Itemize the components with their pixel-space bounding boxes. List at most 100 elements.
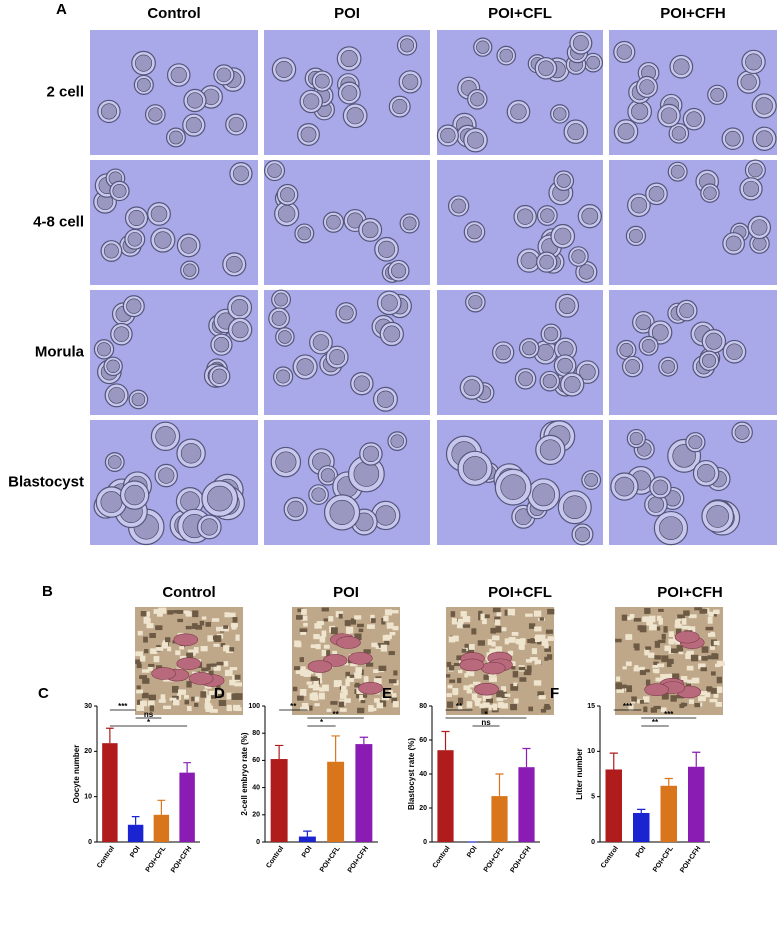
embryo-core <box>361 221 379 239</box>
bedding <box>713 640 720 646</box>
bedding <box>220 643 226 647</box>
bedding <box>392 626 399 631</box>
bedding <box>457 669 463 674</box>
embryo-core <box>706 505 730 528</box>
significance-label: * <box>147 718 151 727</box>
embryo-core <box>353 461 380 487</box>
bedding <box>155 625 163 631</box>
embryo-core <box>169 130 183 145</box>
bedding <box>311 692 318 696</box>
embryo-core <box>652 479 669 496</box>
bar <box>327 761 345 842</box>
bedding <box>460 611 467 617</box>
y-tick-label: 80 <box>252 730 260 737</box>
bedding <box>300 669 309 676</box>
bedding <box>519 677 527 682</box>
bedding <box>525 613 533 617</box>
bedding <box>527 665 532 673</box>
bedding <box>500 703 508 709</box>
bedding <box>452 688 459 695</box>
embryo-core <box>578 264 594 280</box>
embryo-core <box>103 243 119 259</box>
column-header: POI+CFL <box>488 5 552 22</box>
embryo-core <box>661 359 675 374</box>
bedding <box>676 616 682 621</box>
bedding <box>393 670 398 676</box>
bedding <box>388 690 393 694</box>
y-tick-label: 5 <box>591 794 595 801</box>
bedding <box>501 686 507 692</box>
bedding <box>483 674 489 680</box>
bedding <box>678 651 684 655</box>
bedding <box>192 610 199 618</box>
bedding <box>157 610 163 617</box>
bedding <box>142 669 150 673</box>
bedding <box>652 668 660 673</box>
bedding <box>135 659 142 665</box>
embryo-core <box>228 116 244 133</box>
embryo-core <box>232 165 249 182</box>
bedding <box>370 618 376 623</box>
embryo-core <box>383 325 401 343</box>
bar <box>355 744 373 842</box>
bedding <box>453 662 460 667</box>
bedding <box>511 666 516 670</box>
bedding <box>323 644 330 649</box>
bedding <box>547 636 555 641</box>
bedding <box>147 666 153 672</box>
significance-label: ** <box>333 710 340 719</box>
bedding <box>660 674 668 681</box>
bedding <box>344 620 351 626</box>
pup <box>188 672 214 685</box>
bedding <box>698 663 706 669</box>
bedding <box>173 610 178 614</box>
panel-label: F <box>550 685 559 702</box>
embryo-core <box>517 208 534 225</box>
bedding <box>155 647 164 651</box>
bedding <box>374 698 380 703</box>
bedding <box>359 694 365 702</box>
bedding <box>353 672 362 679</box>
bedding <box>528 706 534 712</box>
bedding <box>137 630 143 636</box>
bedding <box>660 707 667 713</box>
bedding <box>313 680 319 685</box>
embryo-core <box>522 341 537 356</box>
embryo-core <box>538 60 554 77</box>
embryo-core <box>148 107 163 122</box>
bedding <box>520 638 526 645</box>
embryo-core <box>180 443 202 464</box>
bedding <box>388 651 395 656</box>
bedding <box>625 634 633 640</box>
bedding <box>471 693 478 700</box>
bedding <box>643 696 650 703</box>
bedding <box>176 693 182 700</box>
bedding <box>229 647 235 652</box>
bedding <box>518 643 525 650</box>
bedding <box>142 678 150 684</box>
embryo-core <box>154 231 172 249</box>
embryo-core <box>311 487 326 502</box>
bedding <box>694 702 701 708</box>
bedding <box>533 680 542 686</box>
bedding <box>513 682 518 687</box>
bar <box>179 772 195 842</box>
bedding <box>621 614 628 621</box>
embryo-core <box>567 123 585 141</box>
bedding <box>345 679 350 687</box>
x-tick-label: POI+CFL <box>145 845 168 874</box>
bedding <box>358 628 364 633</box>
bedding <box>312 695 319 701</box>
significance-label: *** <box>664 710 674 719</box>
bedding <box>176 609 184 614</box>
embryo-core <box>211 368 227 384</box>
embryo-core <box>628 228 643 243</box>
embryo-core <box>267 163 282 178</box>
y-tick-label: 100 <box>248 703 260 710</box>
significance-label: ns <box>144 710 154 719</box>
bedding <box>535 634 543 641</box>
bedding <box>449 679 456 683</box>
bedding <box>448 636 456 643</box>
bedding <box>707 616 713 624</box>
bedding <box>464 643 470 651</box>
